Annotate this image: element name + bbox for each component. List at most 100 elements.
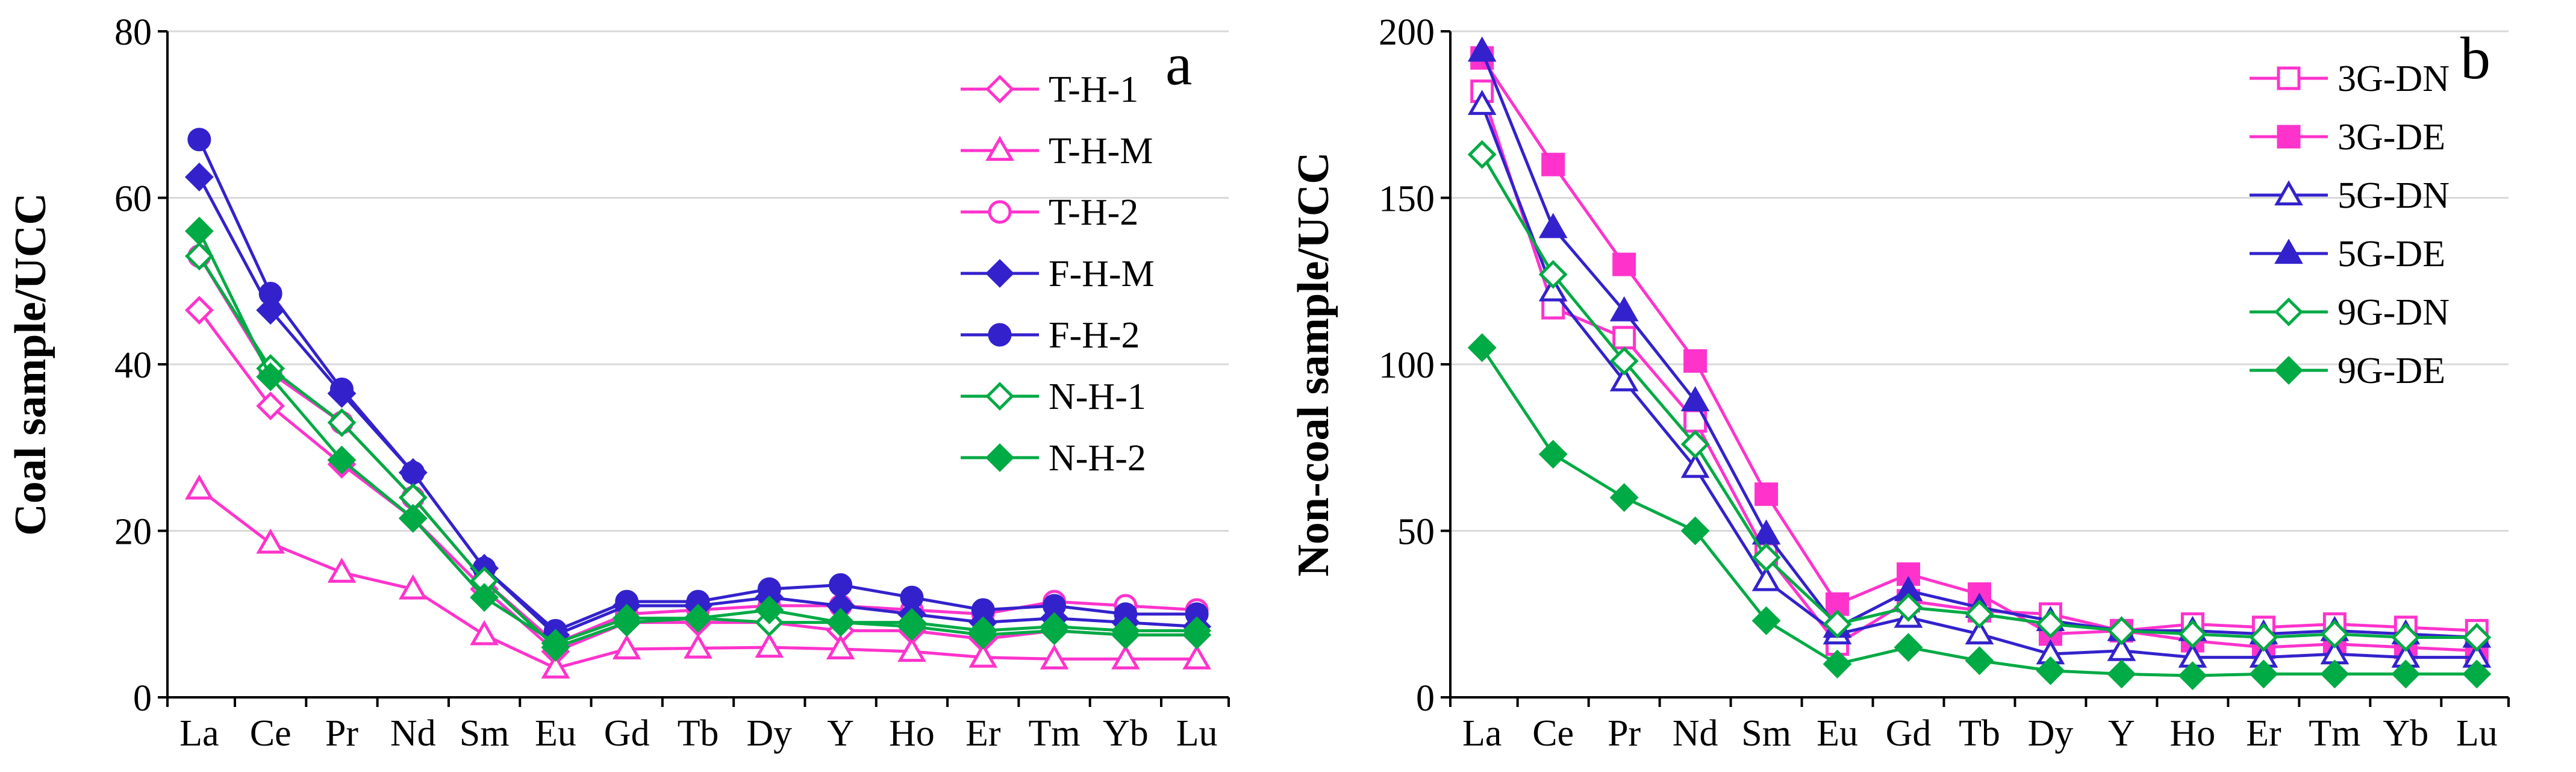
data-point-9g-dn-er (2249, 623, 2278, 652)
data-point-5g-dn-tb (1965, 619, 1994, 645)
data-point-n-h-2-tm (1040, 612, 1069, 641)
data-point-n-h-2-tb (684, 603, 713, 633)
x-tick-label-pr: Pr (325, 713, 358, 754)
data-point-n-h-2-sm (470, 583, 499, 612)
legend-marker-3g-de (2277, 125, 2301, 149)
legend-marker-f-h-m (985, 259, 1014, 288)
legend-marker-n-h-1 (985, 382, 1014, 411)
y-tick-label: 80 (114, 12, 152, 53)
x-tick-label-tm: Tm (2309, 713, 2360, 754)
data-point-n-h-2-dy (755, 595, 784, 624)
x-tick-label-tb: Tb (678, 713, 719, 754)
data-point-9g-dn-gd (1894, 593, 1923, 622)
data-point-t-h-m-tm (1040, 644, 1069, 670)
x-tick-label-yb: Yb (1103, 713, 1149, 754)
x-tick-label-er: Er (965, 713, 1001, 754)
data-point-n-h-2-y (826, 608, 855, 637)
series-9g-dn (1467, 140, 2492, 652)
data-point-t-h-m-ho (897, 637, 926, 662)
data-point-9g-de-tb (1965, 646, 1994, 676)
x-tick-label-tb: Tb (1959, 713, 2000, 754)
legend-label-3g-de: 3G-DE (2337, 117, 2445, 158)
data-point-9g-dn-la (1467, 140, 1497, 169)
y-tick-label: 40 (114, 345, 152, 386)
x-tick-label-la: La (1462, 713, 1502, 754)
y-tick-label: 0 (1416, 678, 1435, 719)
data-point-9g-dn-tb (1965, 599, 1994, 629)
data-point-t-h-m-dy (755, 632, 784, 658)
data-point-f-h-2-y (829, 573, 853, 597)
x-tick-label-gd: Gd (604, 713, 650, 754)
data-point-9g-dn-eu (1823, 609, 1852, 639)
legend-marker-t-h-1 (985, 75, 1014, 104)
y-tick-label: 200 (1379, 12, 1435, 53)
data-point-5g-dn-la (1467, 90, 1497, 115)
legend-marker-9g-de (2274, 356, 2303, 385)
data-point-f-h-2-ce (258, 281, 282, 305)
data-point-9g-de-pr (1609, 483, 1639, 512)
y-tick-label: 150 (1379, 179, 1435, 220)
data-point-5g-dn-sm (1751, 565, 1781, 591)
legend-label-t-h-2: T-H-2 (1049, 192, 1138, 233)
legend-label-n-h-2: N-H-2 (1049, 438, 1146, 479)
series-line-n-h-1 (198, 255, 1197, 649)
x-tick-label-la: La (179, 713, 219, 754)
data-point-f-h-2-pr (329, 377, 354, 401)
data-point-n-h-2-ho (897, 608, 926, 637)
data-point-9g-de-sm (1751, 606, 1781, 635)
data-point-9g-dn-y (2107, 616, 2136, 646)
x-tick-label-ho: Ho (889, 713, 935, 754)
data-point-9g-de-tm (2320, 659, 2350, 689)
data-point-9g-dn-ho (2178, 619, 2207, 649)
data-point-t-h-m-eu (541, 653, 570, 679)
data-point-f-h-2-ho (900, 585, 924, 609)
data-point-n-h-2-la (184, 216, 214, 246)
legend-marker-9g-dn (2274, 297, 2303, 326)
legend-label-t-h-m: T-H-M (1049, 131, 1153, 172)
data-point-t-h-m-lu (1182, 644, 1211, 670)
data-point-9g-de-la (1467, 333, 1497, 363)
x-tick-label-ce: Ce (250, 713, 292, 754)
x-tick-label-pr: Pr (1608, 713, 1641, 754)
data-point-f-h-m-la (184, 163, 214, 191)
data-point-9g-de-lu (2462, 659, 2492, 689)
data-point-9g-de-yb (2391, 659, 2421, 689)
series-line-t-h-2 (198, 255, 1197, 646)
y-tick-label: 0 (133, 678, 152, 719)
legend-label-f-h-m: F-H-M (1049, 254, 1155, 294)
data-point-t-h-m-tb (684, 633, 713, 659)
data-point-t-h-m-ce (256, 528, 285, 554)
x-tick-label-tm: Tm (1028, 713, 1080, 754)
data-point-9g-dn-sm (1751, 543, 1781, 572)
x-tick-label-sm: Sm (1741, 713, 1791, 754)
legend: 3G-DN 3G-DE 5G-DN 5G-DE 9G-DN 9G-DE (2250, 58, 2450, 391)
data-point-f-h-2-nd (401, 461, 425, 485)
series-9g-de (1467, 333, 2492, 690)
series-line-f-h-m (198, 176, 1197, 637)
panel-label: b (2460, 25, 2490, 92)
x-tick-label-y: Y (2108, 713, 2135, 754)
x-tick-label-eu: Eu (1817, 713, 1858, 754)
data-point-9g-de-dy (2036, 656, 2065, 685)
x-tick-label-nd: Nd (1673, 713, 1718, 754)
data-point-t-h-1-ce (256, 391, 285, 421)
legend-label-5g-de: 5G-DE (2337, 234, 2445, 275)
data-point-9g-de-er (2249, 659, 2278, 689)
x-tick-label-gd: Gd (1886, 713, 1932, 754)
data-point-9g-dn-nd (1680, 429, 1710, 459)
y-axis-title: Non-coal sample/UCC (1289, 152, 1338, 576)
data-point-9g-dn-pr (1609, 346, 1639, 376)
legend-marker-t-h-2 (988, 200, 1012, 224)
legend-label-t-h-1: T-H-1 (1049, 69, 1138, 110)
y-tick-label: 100 (1379, 345, 1435, 386)
data-point-9g-de-ho (2178, 661, 2207, 690)
data-point-t-h-m-nd (398, 574, 428, 600)
x-tick-label-nd: Nd (390, 713, 436, 754)
data-point-5g-de-ce (1538, 213, 1568, 238)
data-point-n-h-1-pr (327, 408, 357, 437)
data-point-n-h-2-ce (256, 362, 285, 391)
data-point-9g-dn-ce (1538, 260, 1568, 289)
legend-label-n-h-1: N-H-1 (1049, 376, 1146, 417)
x-tick-label-dy: Dy (746, 713, 792, 754)
data-point-n-h-2-eu (541, 629, 570, 658)
